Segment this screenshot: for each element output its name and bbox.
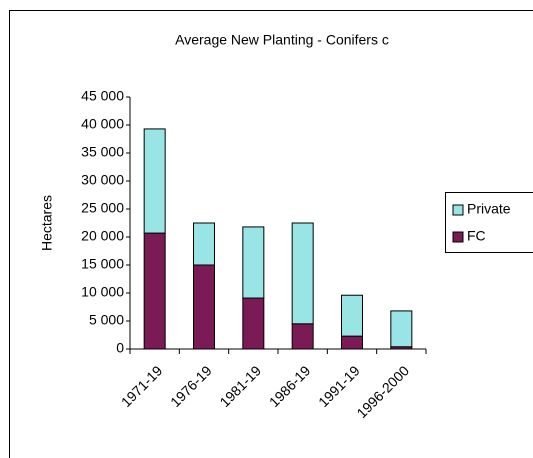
y-tick-label: 20 000 xyxy=(81,228,124,244)
bar-segment xyxy=(143,232,166,350)
bar-segment xyxy=(291,222,314,325)
legend-swatch xyxy=(452,231,464,243)
legend-swatch xyxy=(452,204,464,216)
bar-segment xyxy=(242,226,265,299)
bar-segment xyxy=(242,297,265,350)
y-tick-label: 0 xyxy=(116,340,124,356)
bar-segment xyxy=(341,335,363,350)
bar-segment xyxy=(193,264,215,350)
bar-segment xyxy=(390,310,413,348)
y-tick-label: 10 000 xyxy=(81,284,124,300)
y-tick-label: 45 000 xyxy=(81,88,124,104)
y-tick-label: 15 000 xyxy=(81,256,124,272)
y-tick-label: 40 000 xyxy=(81,116,124,132)
bar-segment xyxy=(341,294,363,337)
bar-segment xyxy=(143,128,166,234)
bar-segment xyxy=(291,323,314,350)
legend-label: FC xyxy=(467,228,486,244)
y-tick-label: 35 000 xyxy=(81,144,124,160)
y-axis-label: Hectares xyxy=(39,195,55,251)
y-tick-label: 5 000 xyxy=(89,312,124,328)
bar-segment xyxy=(193,222,215,266)
legend-label: Private xyxy=(467,201,511,217)
chart-title: Average New Planting - Conifers c xyxy=(175,32,389,48)
y-tick-label: 30 000 xyxy=(81,172,124,188)
y-tick-label: 25 000 xyxy=(81,200,124,216)
